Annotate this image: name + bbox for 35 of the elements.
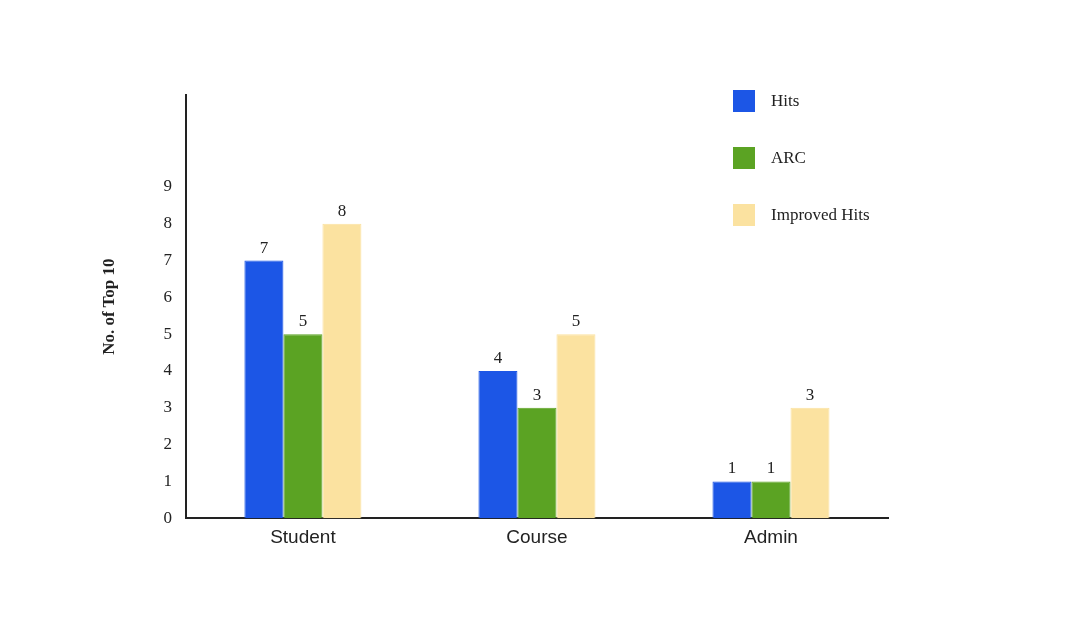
data-label: 1: [727, 458, 737, 478]
legend-label: Hits: [771, 91, 800, 111]
y-tick-label: 5: [163, 323, 172, 343]
bar: [751, 481, 791, 519]
data-label: 7: [259, 237, 269, 257]
data-label: 1: [766, 458, 776, 478]
y-tick-label: 6: [163, 286, 172, 306]
y-tick-label: 0: [163, 507, 172, 527]
data-label: 3: [805, 384, 815, 404]
y-tick-label: 4: [163, 360, 173, 380]
legend-label: ARC: [771, 148, 806, 168]
x-tick-label: Course: [506, 525, 568, 547]
data-label: 4: [493, 347, 503, 367]
bar: [556, 334, 596, 519]
bar: [283, 334, 323, 519]
bar: [244, 260, 284, 519]
data-label: 3: [532, 384, 542, 404]
legend-label: Improved Hits: [771, 205, 870, 225]
y-tick-label: 2: [163, 434, 172, 454]
y-tick-label: 3: [163, 397, 172, 417]
bar: [322, 223, 362, 519]
x-tick-label: Student: [270, 525, 337, 547]
bar: [517, 407, 557, 519]
y-tick-label: 9: [163, 176, 172, 196]
data-label: 8: [337, 200, 347, 220]
data-label: 5: [571, 311, 581, 331]
y-tick-label: 7: [163, 250, 173, 270]
bar: [712, 481, 752, 519]
y-tick-label: 8: [163, 213, 172, 233]
bar: [478, 371, 518, 519]
bar: [790, 407, 830, 519]
y-axis-title: No. of Top 10: [98, 258, 118, 355]
data-label: 5: [298, 311, 308, 331]
x-tick-label: Admin: [744, 525, 798, 547]
y-tick-label: 1: [163, 470, 172, 490]
